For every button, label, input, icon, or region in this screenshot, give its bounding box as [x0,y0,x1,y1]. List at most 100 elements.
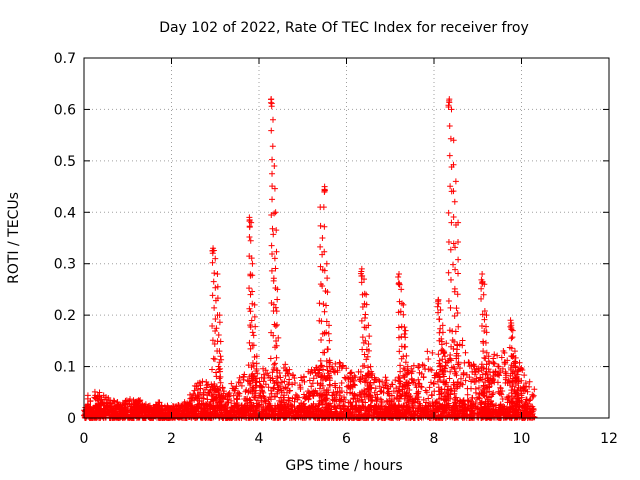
data-point [430,381,437,388]
spike-point [269,196,276,203]
spike-point [357,270,364,277]
spike-point [478,323,485,330]
data-point [94,393,101,400]
spike-point [217,373,224,380]
data-point [285,397,292,404]
y-tick-label: 0.7 [54,51,76,67]
data-point [386,407,393,414]
data-point [224,392,231,399]
data-point [318,362,325,369]
data-point [114,413,121,420]
y-tick-label: 0.1 [54,360,76,376]
data-point [157,412,164,419]
spike-point [364,364,371,371]
data-point [526,383,533,390]
spike-point [326,357,333,364]
spike-point [270,231,277,238]
spike-point [248,372,255,379]
data-point [336,402,343,409]
data-point [516,397,523,404]
data-point [457,408,464,415]
spike-point [246,233,253,240]
y-tick-label: 0.5 [54,154,76,170]
spike-point [269,183,276,190]
spike-point [480,392,487,399]
data-point [356,407,363,414]
data-point [304,388,311,395]
data-point [464,391,471,398]
data-point [333,411,340,418]
data-point [414,390,421,397]
spike-point [268,242,275,249]
data-point [409,404,416,411]
spike-point [317,374,324,381]
data-point [125,403,132,410]
data-point [499,365,506,372]
spike-point [434,372,441,379]
data-point [341,374,348,381]
spike-point [209,292,216,299]
data-point [467,402,474,409]
data-point [448,343,455,350]
data-point [424,348,431,355]
data-point [274,402,281,409]
spike-point [272,209,279,216]
grid-lines [84,58,609,418]
spike-point [451,365,458,372]
data-point [459,408,466,414]
spike-point [455,270,462,277]
spike-point [445,269,452,276]
data-point [427,379,434,386]
spike-point [366,384,373,391]
data-point [278,379,285,386]
spike-point [212,328,219,335]
spike-point [324,275,331,282]
spike-point [269,143,276,150]
spike-point [274,390,281,397]
spike-point [216,392,223,399]
spike-point [486,394,493,401]
spike-point [247,291,254,298]
spike-point [439,356,446,363]
spike-point [248,255,255,262]
data-point [113,406,120,413]
spike-point [509,327,516,334]
data-point [429,392,436,399]
spike-point [484,403,491,410]
spike-point [483,312,490,319]
data-point [459,414,466,421]
x-tick-label: 6 [342,431,351,447]
data-point [470,362,477,369]
spike-point [211,356,218,363]
spike-point [454,309,461,316]
data-point [235,389,242,396]
y-tick-label: 0.4 [54,205,76,221]
spike-point [209,366,216,373]
data-point [467,412,474,419]
data-point [461,359,468,366]
spike-point [437,366,444,373]
data-point [355,408,362,415]
spike-point [439,347,446,354]
data-point [457,380,464,387]
spike-point [455,239,462,245]
data-point [264,370,271,377]
data-point [268,390,275,397]
spike-point [216,385,223,392]
data-point [238,382,245,389]
spike-point [445,209,452,216]
data-point [329,392,336,399]
spike-point [514,368,521,375]
spike-point [395,274,402,281]
spike-point [217,353,224,360]
spike-point [445,102,452,109]
y-tick-label: 0.6 [54,102,76,118]
data-point [342,413,349,420]
data-point [462,377,469,384]
data-point [240,411,247,418]
spike-point [321,248,328,255]
spike-point [326,322,332,329]
spike-point [509,383,516,390]
spike-point [215,332,222,339]
spike-point [454,397,461,404]
